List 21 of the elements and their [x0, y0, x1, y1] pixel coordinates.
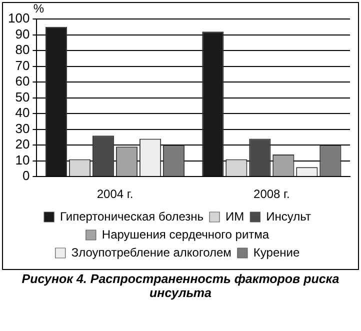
y-tick-label: 0 [22, 168, 30, 184]
text: Рисунок 4. Распространенность факторов риска инсульта [20, 272, 340, 300]
x-tick-label: 2004 г. [96, 187, 134, 202]
y-tick-label: 50 [15, 89, 30, 104]
y-tick-label: 70 [15, 58, 30, 73]
legend-label: Инсульт [266, 209, 312, 224]
y-tick-label: 10 [15, 152, 30, 168]
legend-label: Гипертоническая болезнь [60, 209, 204, 224]
y-tick-label: 20 [15, 136, 30, 152]
x-tick-label: 2008 г. [254, 187, 290, 202]
y-tick-label: 60 [15, 74, 30, 89]
y-tick-label: 90 [15, 26, 30, 42]
y-tick-label: 100 [8, 10, 30, 26]
y-tick-label: 80 [15, 42, 30, 58]
legend-label: Курение [253, 245, 300, 260]
y-tick-label: 30 [15, 120, 30, 136]
legend-label: Злоупотребление алкоголем [71, 245, 232, 260]
y-tick-label: 40 [15, 105, 30, 120]
y-axis-title: % [33, 1, 44, 16]
legend-label: ИМ [226, 209, 244, 224]
legend-label: Нарушения сердечного ритма [102, 227, 270, 242]
